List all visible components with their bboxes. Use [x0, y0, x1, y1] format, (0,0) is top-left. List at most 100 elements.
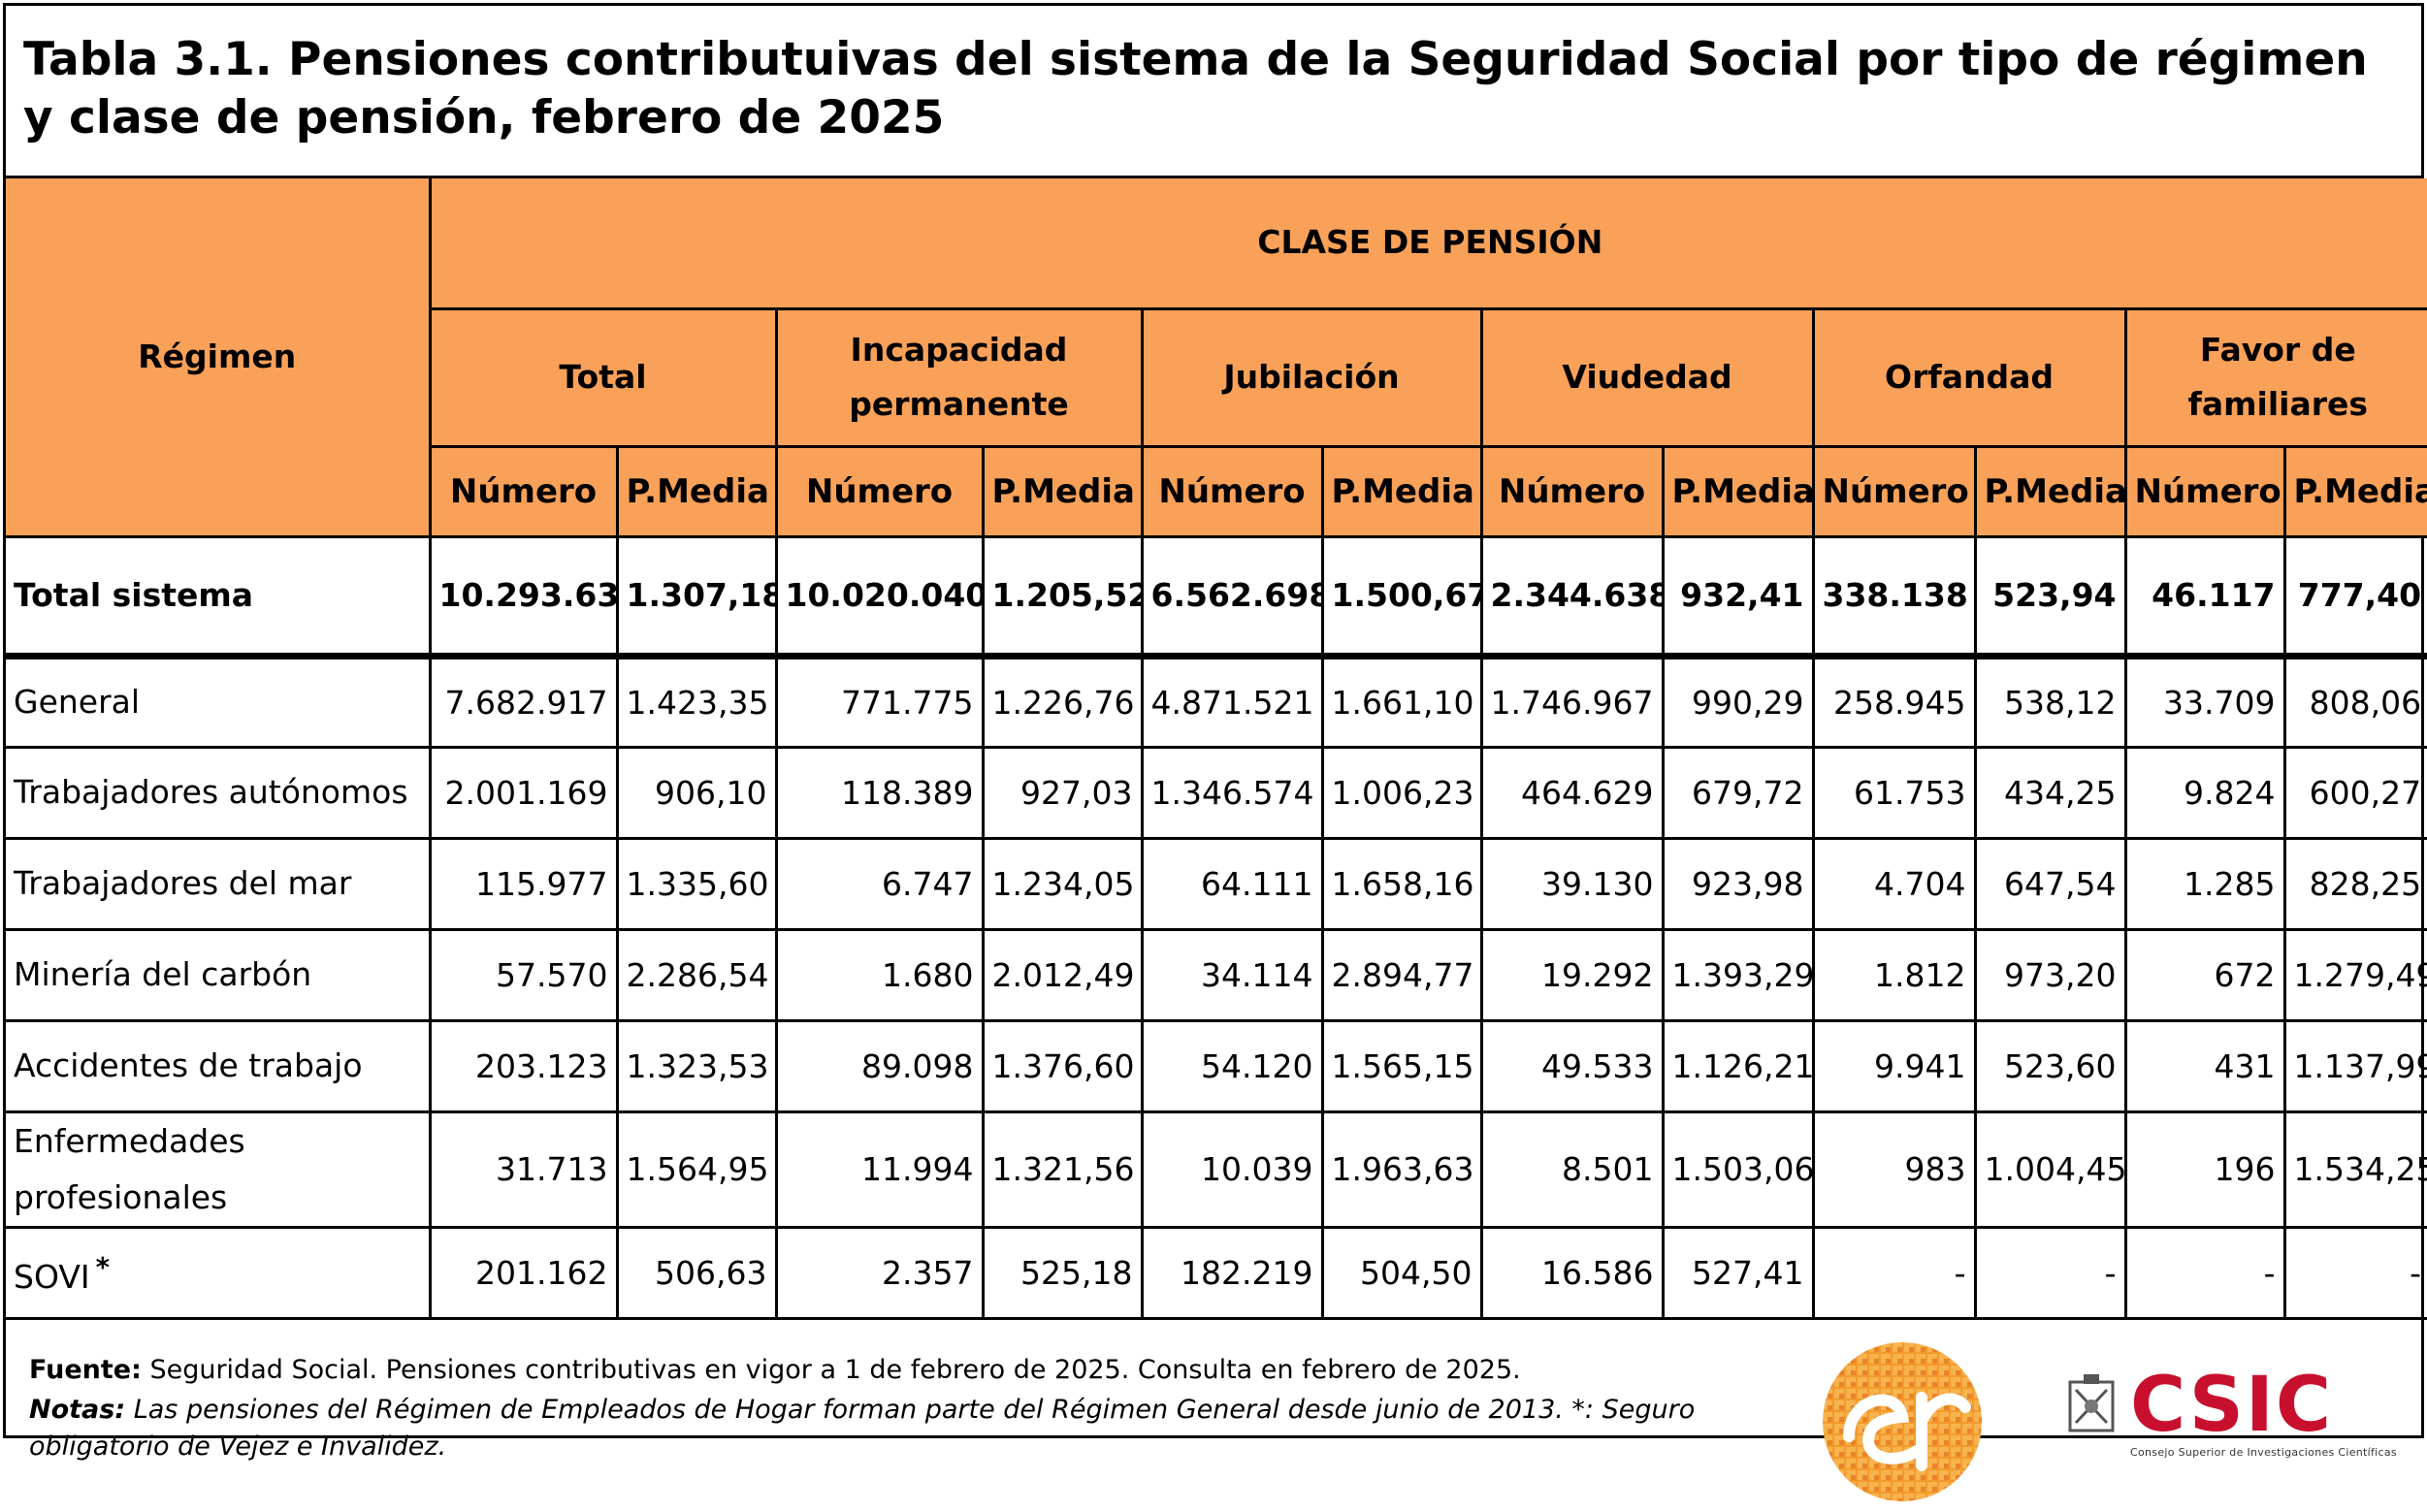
table-row: Accidentes de trabajo 203.123 1.323,53 89.0…	[6, 1018, 2427, 1113]
table-page: Tabla 3.1. Pensiones contributuivas del …	[3, 3, 2427, 1501]
group-header: Jubilación	[1140, 306, 1483, 448]
regimen-cell: Trabajadores autónomos	[6, 745, 432, 840]
numero-cell: 672	[2123, 927, 2286, 1022]
numero-cell: 61.753	[1811, 745, 1977, 840]
pmedia-header: P.Media	[981, 444, 1144, 538]
pmedia-cell: 1.564,95	[615, 1110, 778, 1229]
numero-cell: 1.680	[774, 927, 985, 1022]
numero-cell: -	[2123, 1225, 2286, 1320]
pmedia-cell: 808,06	[2282, 654, 2427, 749]
numero-header: Número	[1479, 444, 1665, 538]
numero-cell: 258.945	[1811, 654, 1977, 749]
pmedia-header: P.Media	[1661, 444, 1815, 538]
numero-cell: 2.344.638	[1479, 534, 1665, 659]
pmedia-cell: 1.205,52	[981, 534, 1144, 659]
pmedia-cell: 1.661,10	[1320, 654, 1483, 749]
pmedia-cell: 1.126,21	[1661, 1018, 1815, 1113]
numero-cell: 10.039	[1140, 1110, 1324, 1229]
numero-cell: 201.162	[428, 1225, 619, 1320]
numero-cell: 9.941	[1811, 1018, 1977, 1113]
numero-header: Número	[1811, 444, 1977, 538]
numero-cell: 464.629	[1479, 745, 1665, 840]
pmedia-cell: 523,60	[1973, 1018, 2127, 1113]
pmedia-cell: 538,12	[1973, 654, 2127, 749]
numero-cell: 33.709	[2123, 654, 2286, 749]
numero-cell: 771.775	[774, 654, 985, 749]
pmedia-cell: 504,50	[1320, 1225, 1483, 1320]
numero-cell: 57.570	[428, 927, 619, 1022]
numero-cell: 115.977	[428, 836, 619, 931]
pmedia-cell: 777,40	[2282, 534, 2427, 659]
table-title: Tabla 3.1. Pensiones contributuivas del …	[6, 6, 2421, 178]
pmedia-cell: 927,03	[981, 745, 1144, 840]
pmedia-cell: 1.279,49	[2282, 927, 2427, 1022]
numero-cell: 6.747	[774, 836, 985, 931]
pensions-table: Régimen CLASE DE PENSIÓN Total Incapacida…	[6, 178, 2427, 1320]
notes: Notas: Las pensiones del Régimen de Empl…	[29, 1394, 1696, 1462]
pmedia-cell: 906,10	[615, 745, 778, 840]
pmedia-cell: 932,41	[1661, 534, 1815, 659]
csic-logo: CSIC Consejo Superior de Investigaciones…	[2062, 1365, 2397, 1471]
clase-header: CLASE DE PENSIÓN	[428, 178, 2427, 310]
numero-cell: 431	[2123, 1018, 2286, 1113]
table-row: General 7.682.917 1.423,35 771.775 1.226,76 4…	[6, 654, 2427, 749]
pmedia-header: P.Media	[1320, 444, 1483, 538]
pmedia-cell: 1.137,99	[2282, 1018, 2427, 1113]
numero-cell: -	[1811, 1225, 1977, 1320]
pmedia-cell: 1.335,60	[615, 836, 778, 931]
pmedia-cell: 1.226,76	[981, 654, 1144, 749]
pmedia-cell: 828,25	[2282, 836, 2427, 931]
numero-header: Número	[2123, 444, 2286, 538]
table-row: SOVI * 201.162 506,63 2.357 525,18 182.219 504,…	[6, 1225, 2427, 1320]
numero-cell: 10.020.040	[774, 534, 985, 659]
regimen-cell: Accidentes de trabajo	[6, 1018, 432, 1113]
pmedia-cell: 1.534,25	[2282, 1110, 2427, 1229]
numero-cell: 196	[2123, 1110, 2286, 1229]
pmedia-cell: 1.963,63	[1320, 1110, 1483, 1229]
pmedia-cell: 2.894,77	[1320, 927, 1483, 1022]
numero-header: Número	[1140, 444, 1324, 538]
pmedia-header: P.Media	[2282, 444, 2427, 538]
regimen-cell: Trabajadores del mar	[6, 836, 432, 931]
numero-cell: 338.138	[1811, 534, 1977, 659]
pmedia-cell: 647,54	[1973, 836, 2127, 931]
pmedia-cell: 1.376,60	[981, 1018, 1144, 1113]
pmedia-cell: 1.503,06	[1661, 1110, 1815, 1229]
pmedia-cell: -	[1973, 1225, 2127, 1320]
numero-cell: 39.130	[1479, 836, 1665, 931]
pmedia-cell: 2.286,54	[615, 927, 778, 1022]
pmedia-cell: 506,63	[615, 1225, 778, 1320]
pmedia-header: P.Media	[1973, 444, 2127, 538]
pmedia-cell: 1.393,29	[1661, 927, 1815, 1022]
numero-cell: 10.293.631	[428, 534, 619, 659]
regimen-cell: Total sistema	[6, 534, 432, 659]
numero-cell: 2.001.169	[428, 745, 619, 840]
pmedia-cell: 1.565,15	[1320, 1018, 1483, 1113]
pmedia-cell: 1.234,05	[981, 836, 1144, 931]
pmedia-cell: 1.006,23	[1320, 745, 1483, 840]
table-row: Trabajadores del mar 115.977 1.335,60 6.747…	[6, 836, 2427, 931]
pmedia-cell: 523,94	[1973, 534, 2127, 659]
numero-cell: 49.533	[1479, 1018, 1665, 1113]
numero-cell: 19.292	[1479, 927, 1665, 1022]
numero-header: Número	[430, 444, 619, 538]
group-header: Total	[430, 306, 778, 448]
numero-cell: 6.562.698	[1140, 534, 1324, 659]
group-header: Favor de familiares	[2123, 306, 2427, 448]
pmedia-cell: 973,20	[1973, 927, 2127, 1022]
table-footer: Fuente: Seguridad Social. Pensiones cont…	[6, 1316, 2421, 1512]
numero-cell: 983	[1811, 1110, 1977, 1229]
regimen-cell: SOVI *	[6, 1225, 432, 1320]
numero-cell: 1.285	[2123, 836, 2286, 931]
total-row: Total sistema10.293.6311.307,1810.020.04…	[6, 534, 2427, 659]
group-header: Orfandad	[1811, 306, 2127, 448]
numero-header: Número	[774, 444, 985, 538]
source-note: Fuente: Seguridad Social. Pensiones cont…	[29, 1354, 1521, 1385]
pmedia-cell: 600,27	[2282, 745, 2427, 840]
numero-cell: 89.098	[774, 1018, 985, 1113]
regimen-cell: Minería del carbón	[6, 927, 432, 1022]
csic-emblem-icon	[2068, 1373, 2115, 1432]
footnote-marker: *	[95, 1252, 111, 1283]
numero-cell: 34.114	[1140, 927, 1324, 1022]
numero-cell: 4.704	[1811, 836, 1977, 931]
